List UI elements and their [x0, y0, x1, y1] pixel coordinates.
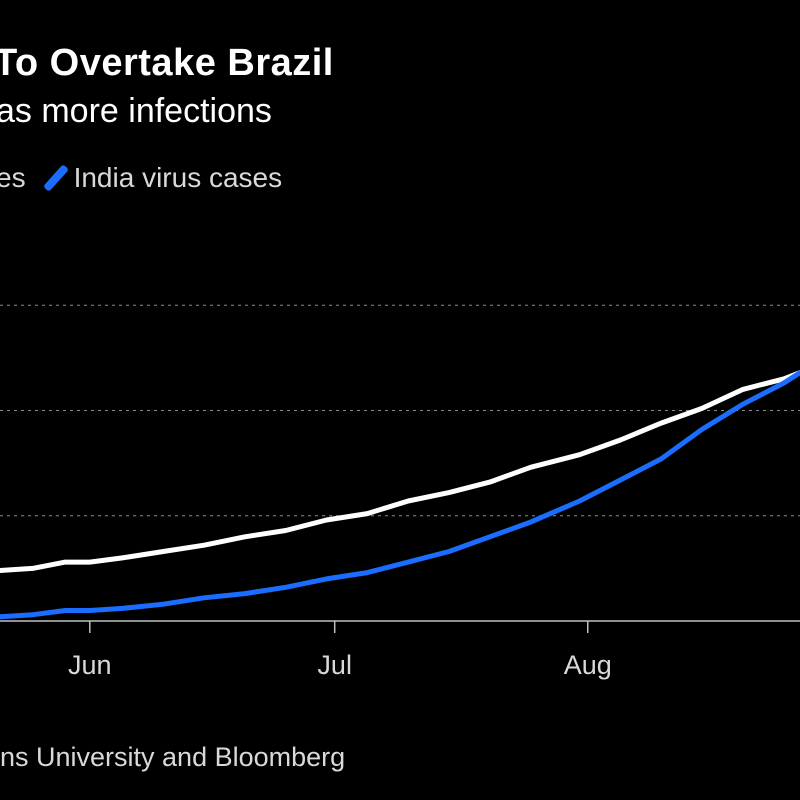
series-line-1 — [0, 370, 800, 620]
source-note: ins University and Bloomberg — [0, 742, 346, 772]
gridlines — [0, 304, 800, 517]
series-lines — [0, 370, 800, 620]
chart-title: To Overtake Brazil — [0, 42, 334, 84]
series-line-0 — [0, 370, 800, 573]
chart-subtitle: as more infections — [0, 92, 272, 130]
legend-label-series-0: es — [0, 162, 26, 193]
legend-label-series-1: India virus cases — [73, 162, 283, 193]
x-axis: Jun Jul Aug — [0, 620, 800, 680]
legend: es India virus cases — [0, 162, 282, 194]
x-tick-label: Jun — [68, 650, 112, 680]
x-tick-label: Aug — [564, 650, 612, 680]
x-tick-label: Jul — [317, 650, 352, 680]
